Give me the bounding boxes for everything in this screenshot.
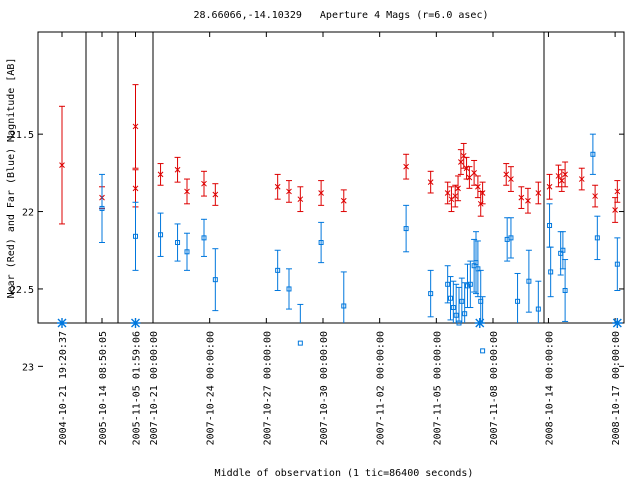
far-mag-point bbox=[547, 222, 553, 228]
far-mag-point bbox=[535, 306, 541, 312]
limit-marker bbox=[474, 318, 485, 328]
y-tick-label: 22.5 bbox=[10, 285, 34, 296]
near-mag-point bbox=[546, 183, 553, 190]
plot-area: 21.5 22 22.5 23 2004-10-21 19:20:37 2005-10-1… bbox=[10, 31, 625, 445]
far-mag-point bbox=[590, 151, 596, 157]
far-mag-point bbox=[275, 267, 281, 273]
near-mag-point bbox=[525, 197, 531, 204]
x-tick-label: 2007-11-05 00:00:00 bbox=[432, 331, 443, 445]
x-tick-label: 2007-10-21 00:00:00 bbox=[149, 331, 160, 445]
near-mag-point bbox=[340, 197, 347, 204]
far-mag-point bbox=[450, 305, 456, 311]
near-mag-point bbox=[318, 190, 324, 196]
near-mag-point bbox=[297, 196, 304, 203]
far-mag-point bbox=[201, 235, 207, 241]
far-mag-point bbox=[297, 340, 303, 346]
far-mag-point bbox=[448, 295, 453, 301]
x-tick-label: 2008-10-14 00:00:00 bbox=[544, 331, 555, 445]
near-mag-point bbox=[475, 183, 481, 190]
far-mag-point bbox=[560, 247, 566, 253]
near-mag-point bbox=[403, 163, 409, 170]
x-tick-label: 2007-10-27 00:00:00 bbox=[262, 331, 273, 445]
x-tick-label: 2005-10-14 08:50:05 bbox=[98, 331, 109, 445]
near-mag-point bbox=[508, 176, 514, 182]
near-mag-point bbox=[444, 190, 451, 196]
near-mag-point bbox=[201, 180, 207, 187]
x-tick-label: 2007-10-24 00:00:00 bbox=[206, 331, 217, 445]
far-mag-point bbox=[175, 240, 181, 246]
near-mag-point bbox=[518, 194, 525, 201]
far-mag-point bbox=[318, 240, 324, 246]
far-mag-point bbox=[428, 291, 434, 297]
far-mag-point bbox=[184, 249, 190, 255]
far-mag-point bbox=[99, 205, 105, 211]
far-mag-point bbox=[133, 233, 138, 239]
near-mag-point bbox=[286, 188, 292, 195]
near-mag-point bbox=[174, 166, 181, 173]
near-mag-point bbox=[555, 173, 562, 179]
far-mag-point bbox=[562, 287, 568, 293]
near-mag-point bbox=[274, 183, 281, 190]
far-mag-point bbox=[212, 277, 218, 283]
near-mag-point bbox=[458, 159, 464, 165]
x-tick-label: 2007-11-08 00:00:00 bbox=[489, 331, 500, 445]
near-mag-point bbox=[578, 176, 585, 182]
near-mag-point bbox=[535, 190, 542, 196]
far-mag-point bbox=[459, 298, 465, 304]
limit-marker bbox=[612, 318, 623, 328]
far-mag-point bbox=[453, 312, 459, 318]
near-mag-point bbox=[427, 179, 434, 185]
near-mag-point bbox=[614, 188, 621, 195]
x-tick-label: 2007-10-30 00:00:00 bbox=[319, 331, 330, 445]
near-mag-point bbox=[132, 185, 139, 192]
near-mag-point bbox=[466, 174, 473, 181]
far-mag-point bbox=[445, 281, 451, 287]
near-mag-point bbox=[212, 191, 219, 198]
far-mag-point bbox=[403, 226, 409, 232]
x-tick-label: 2004-10-21 19:20:37 bbox=[58, 331, 69, 445]
far-mag-point bbox=[594, 235, 600, 241]
near-mag-point bbox=[479, 190, 486, 196]
near-mag-point bbox=[612, 207, 618, 213]
far-mag-point bbox=[158, 232, 164, 238]
far-mag-point bbox=[508, 235, 514, 241]
far-mag-point bbox=[480, 348, 486, 354]
far-mag-point bbox=[614, 261, 620, 267]
y-axis-label: Near (Red) and Far (Blue) Magnitude [AB] bbox=[6, 58, 17, 299]
y-tick-label: 21.5 bbox=[10, 130, 34, 141]
x-tick-label: 2007-11-02 00:00:00 bbox=[376, 331, 387, 445]
near-mag-point bbox=[503, 171, 510, 178]
near-mag-point bbox=[132, 123, 139, 130]
x-axis-label: Middle of observation (1 tic=86400 secon… bbox=[215, 468, 474, 479]
near-mag-point bbox=[562, 171, 568, 178]
y-tick-label: 23 bbox=[22, 362, 34, 373]
near-mag-point bbox=[157, 171, 164, 178]
limit-marker bbox=[57, 318, 67, 328]
far-mag-point bbox=[515, 298, 521, 304]
y-tick-label: 22 bbox=[22, 208, 34, 219]
far-mag-point bbox=[548, 269, 554, 275]
x-tick-label: 2008-10-17 00:00:00 bbox=[611, 331, 622, 445]
limit-marker bbox=[130, 318, 141, 328]
far-mag-point bbox=[286, 286, 292, 292]
near-mag-point bbox=[59, 162, 65, 168]
near-mag-point bbox=[592, 193, 598, 199]
far-mag-point bbox=[341, 303, 347, 309]
near-mag-point bbox=[452, 193, 459, 199]
far-mag-point bbox=[462, 311, 468, 317]
far-mag-point bbox=[456, 320, 462, 326]
near-mag-point bbox=[471, 170, 477, 176]
far-mag-point bbox=[467, 281, 473, 287]
chart-title: 28.66066,-14.10329 Aperture 4 Mags (r=6.… bbox=[193, 10, 488, 21]
x-tick-label: 2005-11-05 01:59:06 bbox=[132, 331, 143, 445]
near-mag-point bbox=[184, 188, 190, 195]
far-mag-point bbox=[526, 278, 532, 284]
near-mag-point bbox=[455, 185, 461, 192]
plot-frame bbox=[37, 31, 625, 324]
near-mag-point bbox=[558, 177, 565, 184]
